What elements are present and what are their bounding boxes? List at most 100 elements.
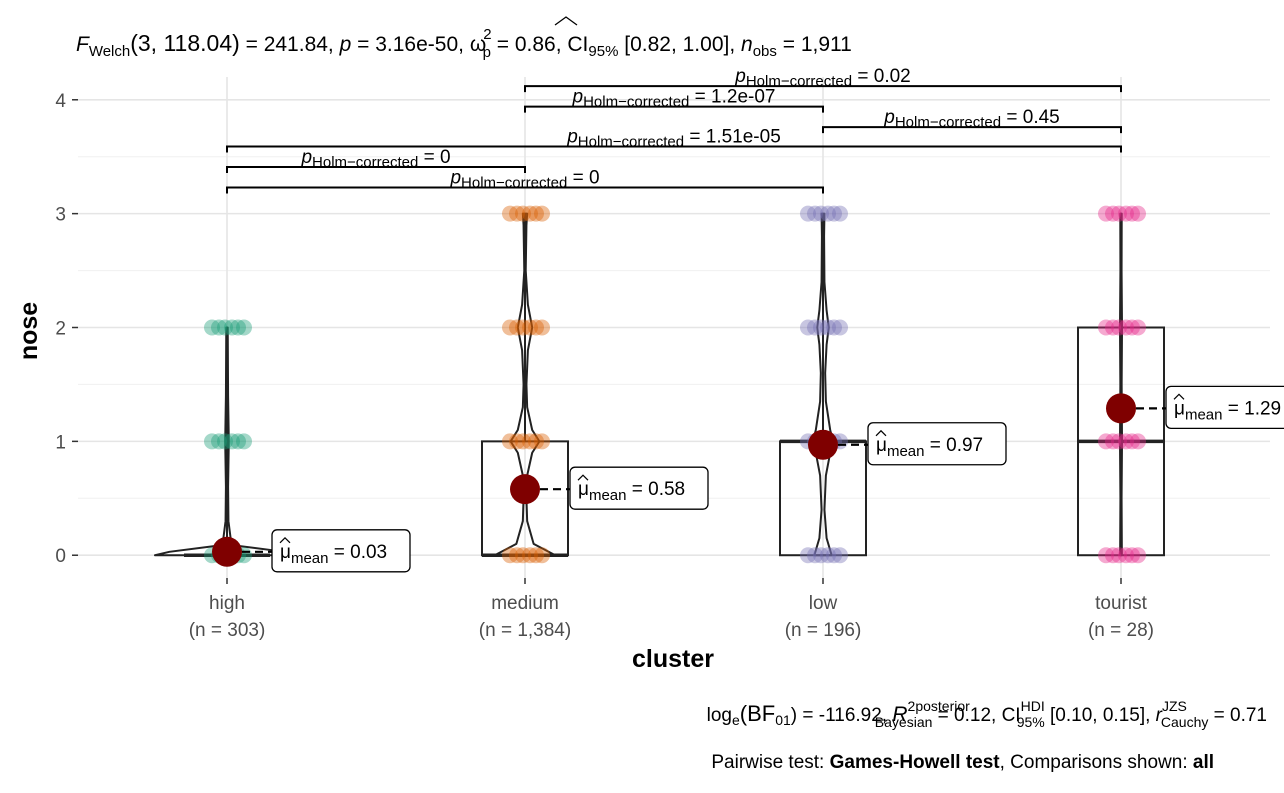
point-high xyxy=(236,319,252,336)
bracket-low-tourist xyxy=(822,126,1122,134)
point-low xyxy=(813,205,829,222)
x-tick-n-tourist: (n = 28) xyxy=(1088,620,1154,641)
x-tick-n-medium: (n = 1,384) xyxy=(479,620,571,641)
bayes-subtitle: loge(BF01) = -116.92, R2posterior Bayesia… xyxy=(707,698,1267,730)
point-low xyxy=(826,319,842,336)
point-tourist xyxy=(1124,205,1140,222)
point-high xyxy=(217,433,233,450)
point-tourist xyxy=(1118,319,1134,336)
point-medium xyxy=(515,205,531,222)
point-tourist xyxy=(1118,205,1134,222)
point-medium xyxy=(528,319,544,336)
x-tick-n-low: (n = 196) xyxy=(785,620,862,641)
point-tourist xyxy=(1130,547,1146,564)
mean-label-box-low xyxy=(867,422,1007,466)
point-medium xyxy=(509,433,525,450)
point-tourist xyxy=(1105,433,1121,450)
point-medium xyxy=(515,319,531,336)
mean-label-low: μmean = 0.97 xyxy=(876,435,983,460)
title-hat xyxy=(554,16,578,26)
y-tick-label: 0 xyxy=(55,546,66,567)
point-low xyxy=(826,547,842,564)
mean-label-hat-low xyxy=(875,429,887,437)
point-tourist xyxy=(1130,433,1146,450)
mean-label-tourist: μmean = 1.29 xyxy=(1174,398,1281,423)
point-tourist xyxy=(1105,205,1121,222)
y-axis-ticks: 0 1 2 3 4 xyxy=(55,91,78,567)
mean-point-high xyxy=(212,536,242,567)
mean-label-hat-tourist xyxy=(1173,393,1185,400)
point-low xyxy=(807,547,823,564)
point-high xyxy=(211,319,227,336)
point-tourist xyxy=(1098,319,1114,336)
point-medium xyxy=(534,319,550,336)
point-low xyxy=(807,319,823,336)
point-medium xyxy=(502,547,518,564)
mean-label-box-tourist xyxy=(1165,385,1284,429)
y-tick-label: 1 xyxy=(55,432,66,453)
point-tourist xyxy=(1130,319,1146,336)
mean-point-medium xyxy=(510,474,540,505)
point-tourist xyxy=(1130,205,1146,222)
point-tourist xyxy=(1098,433,1114,450)
point-medium xyxy=(502,205,518,222)
x-tick-label-tourist: tourist xyxy=(1095,593,1147,614)
mean-label-box-medium xyxy=(569,466,709,510)
point-medium xyxy=(502,319,518,336)
point-medium xyxy=(528,547,544,564)
point-medium xyxy=(528,205,544,222)
point-low xyxy=(826,205,842,222)
point-high xyxy=(217,319,233,336)
point-tourist xyxy=(1105,319,1121,336)
point-high xyxy=(211,433,227,450)
point-medium xyxy=(534,547,550,564)
point-high xyxy=(224,433,240,450)
point-low xyxy=(820,205,836,222)
point-low xyxy=(832,319,848,336)
caption: Pairwise test: Games-Howell test, Compar… xyxy=(711,752,1214,773)
point-tourist xyxy=(1111,319,1127,336)
point-high xyxy=(230,433,246,450)
y-tick-label: 4 xyxy=(55,91,66,112)
point-high xyxy=(230,319,246,336)
point-low xyxy=(813,319,829,336)
chart-title: FWelch(3, 118.04) = 241.84, p = 3.16e-50… xyxy=(76,26,852,61)
y-axis-title: nose xyxy=(15,302,43,360)
mean-label-hat-medium xyxy=(577,474,589,481)
bracket-high-tourist xyxy=(226,145,1122,153)
x-axis-ticks: high (n = 303) medium (n = 1,384) low (n = 19… xyxy=(189,578,1154,641)
point-medium xyxy=(502,433,518,450)
point-low xyxy=(800,205,816,222)
point-medium xyxy=(522,205,538,222)
point-medium xyxy=(509,319,525,336)
x-tick-n-high: (n = 303) xyxy=(189,620,266,641)
bracket-label-medium-tourist: pHolm−corrected = 0.02 xyxy=(734,66,911,90)
bracket-high-low xyxy=(226,186,824,194)
point-low xyxy=(813,547,829,564)
mean-point-tourist xyxy=(1106,393,1136,424)
point-medium xyxy=(534,205,550,222)
point-medium xyxy=(515,433,531,450)
mean-label-box-high xyxy=(271,529,411,573)
point-high xyxy=(204,319,220,336)
mean-markers: μmean = 0.03 μmean = 0.58 μmean = 0.97 μmea… xyxy=(212,385,1284,573)
bracket-high-medium xyxy=(226,165,526,173)
point-low xyxy=(807,205,823,222)
point-tourist xyxy=(1111,205,1127,222)
y-tick-label: 2 xyxy=(55,319,66,340)
point-medium xyxy=(522,433,538,450)
point-tourist xyxy=(1118,433,1134,450)
point-high xyxy=(204,433,220,450)
point-medium xyxy=(509,547,525,564)
mean-label-high: μmean = 0.03 xyxy=(280,542,387,567)
point-tourist xyxy=(1124,547,1140,564)
x-tick-label-high: high xyxy=(209,593,245,614)
mean-label-medium: μmean = 0.58 xyxy=(578,479,685,504)
bracket-label-high-medium: pHolm−corrected = 0 xyxy=(300,147,450,171)
point-medium xyxy=(509,205,525,222)
x-tick-label-low: low xyxy=(809,593,838,614)
point-high xyxy=(236,433,252,450)
point-medium xyxy=(522,547,538,564)
